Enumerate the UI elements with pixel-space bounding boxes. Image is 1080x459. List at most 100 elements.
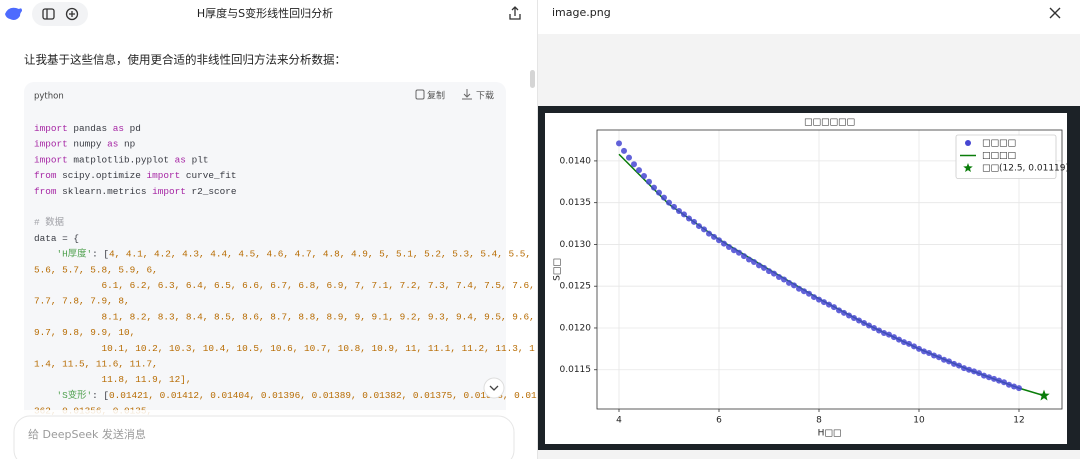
scatter-point — [896, 336, 902, 343]
code-token: 6.1, 6.2, 6.3, 6.4, 6.5, 6.6, 6.7, 6.8, … — [34, 280, 535, 291]
scatter-point — [656, 189, 662, 196]
code-line: import pandas as pd — [34, 123, 141, 134]
code-token: as — [113, 123, 124, 134]
y-tick-label: 0.0125 — [560, 282, 592, 292]
scatter-point — [836, 307, 842, 314]
image-filename: image.png — [552, 6, 611, 19]
message-text: 让我基于这些信息，使用更合适的非线性回归方法来分析数据： — [24, 53, 346, 67]
scatter-point — [766, 268, 772, 275]
code-token: 7.7, 7.8, 7.9, 8, — [34, 296, 130, 307]
input-placeholder[interactable]: 给 DeepSeek 发送消息 — [28, 427, 146, 441]
scatter-point — [851, 314, 857, 321]
copy-icon[interactable] — [415, 89, 425, 100]
code-token: import — [147, 171, 181, 182]
x-tick-label: 8 — [816, 416, 822, 426]
code-line: import numpy as np — [34, 139, 135, 150]
scatter-point — [786, 279, 792, 286]
code-language: python — [34, 92, 64, 102]
new-chat-button[interactable] — [65, 7, 79, 21]
scatter-point — [646, 178, 652, 185]
scatter-point — [716, 237, 722, 244]
scatter-point — [996, 377, 1002, 384]
code-line: 'H厚度': [4, 4.1, 4.2, 4.3, 4.4, 4.5, 4.6,… — [34, 248, 531, 260]
copy-button[interactable]: 复制 — [427, 90, 445, 102]
scatter-point — [626, 154, 632, 161]
scatter-point — [811, 294, 817, 301]
scatter-point — [866, 322, 872, 329]
scatter-point — [681, 211, 687, 218]
code-line: data = { — [34, 233, 79, 244]
code-line: # 数据 — [34, 217, 64, 229]
scatter-point — [831, 304, 837, 311]
code-token: as — [107, 139, 118, 150]
code-line: 6.1, 6.2, 6.3, 6.4, 6.5, 6.6, 6.7, 6.8, … — [34, 280, 535, 291]
code-token: plt — [186, 155, 209, 166]
scatter-point — [686, 215, 692, 222]
code-line: 'S变形': [0.01421, 0.01412, 0.01404, 0.013… — [34, 389, 537, 401]
scatter-point — [636, 167, 642, 174]
scatter-point — [631, 161, 637, 168]
download-icon[interactable] — [462, 89, 472, 100]
scatter-point — [846, 312, 852, 319]
scatter-point — [981, 372, 987, 379]
code-token: 10.1, 10.2, 10.3, 10.4, 10.5, 10.6, 10.7… — [34, 343, 535, 354]
scatter-point — [871, 324, 877, 331]
scatter-point — [706, 230, 712, 237]
code-line: 7.7, 7.8, 7.9, 8, — [34, 296, 130, 307]
scroll-down-button[interactable] — [483, 377, 505, 399]
scatter-point — [841, 309, 847, 316]
scatter-point — [671, 203, 677, 210]
scatter-point — [816, 296, 822, 303]
scatter-point — [856, 317, 862, 324]
share-button[interactable] — [509, 6, 521, 20]
x-tick-label: 4 — [616, 416, 622, 426]
code-token: 11.8, 11.9, 12], — [34, 375, 192, 386]
chat-title: H厚度与S变形线性回归分析 — [197, 6, 333, 20]
scatter-point — [741, 253, 747, 260]
code-token: 'S变形' — [34, 389, 92, 401]
logo[interactable] — [5, 7, 22, 20]
code-token: 4, 4.1, 4.2, 4.3, 4.4, 4.5, 4.6, 4.7, 4.… — [109, 249, 531, 260]
scatter-point — [651, 184, 657, 191]
scatter-point — [696, 223, 702, 230]
download-button[interactable]: 下载 — [476, 90, 494, 102]
close-button[interactable] — [1049, 7, 1061, 19]
code-token: sklearn.metrics — [57, 186, 153, 197]
code-line: from sklearn.metrics import r2_score — [34, 186, 237, 197]
code-token: 8.1, 8.2, 8.3, 8.4, 8.5, 8.6, 8.7, 8.8, … — [34, 312, 535, 323]
scatter-point — [886, 331, 892, 338]
input-box[interactable] — [13, 415, 515, 459]
scatter-point — [971, 368, 977, 375]
scatter-point — [761, 264, 767, 271]
scatter-point — [661, 194, 667, 201]
scatter-point — [801, 288, 807, 295]
scrollbar[interactable] — [530, 70, 535, 88]
legend-marker — [965, 140, 971, 146]
scatter-point — [776, 274, 782, 281]
scatter-point — [921, 348, 927, 355]
code-token: import — [34, 155, 68, 166]
y-tick-label: 0.0115 — [560, 365, 592, 375]
scatter-point — [976, 370, 982, 377]
scatter-point — [756, 262, 762, 269]
scatter-point — [791, 282, 797, 289]
scatter-point — [676, 208, 682, 215]
scatter-point — [781, 276, 787, 283]
code-token: curve_fit — [180, 171, 236, 182]
scatter-point — [911, 343, 917, 350]
code-line: 1.4, 11.5, 11.6, 11.7, — [34, 359, 158, 370]
star-marker — [1038, 389, 1050, 401]
scatter-point — [711, 233, 717, 240]
scatter-point — [986, 374, 992, 381]
scatter-point — [641, 172, 647, 179]
scatter-point — [1016, 385, 1022, 392]
legend-box — [955, 134, 1057, 179]
scatter-point — [746, 256, 752, 263]
scatter-point — [876, 327, 882, 334]
legend-label: □□□□ — [982, 139, 1016, 149]
sidebar-button[interactable] — [42, 8, 55, 20]
y-tick-label: 0.0140 — [560, 156, 592, 166]
scatter-point — [701, 226, 707, 233]
scatter-point — [906, 340, 912, 347]
